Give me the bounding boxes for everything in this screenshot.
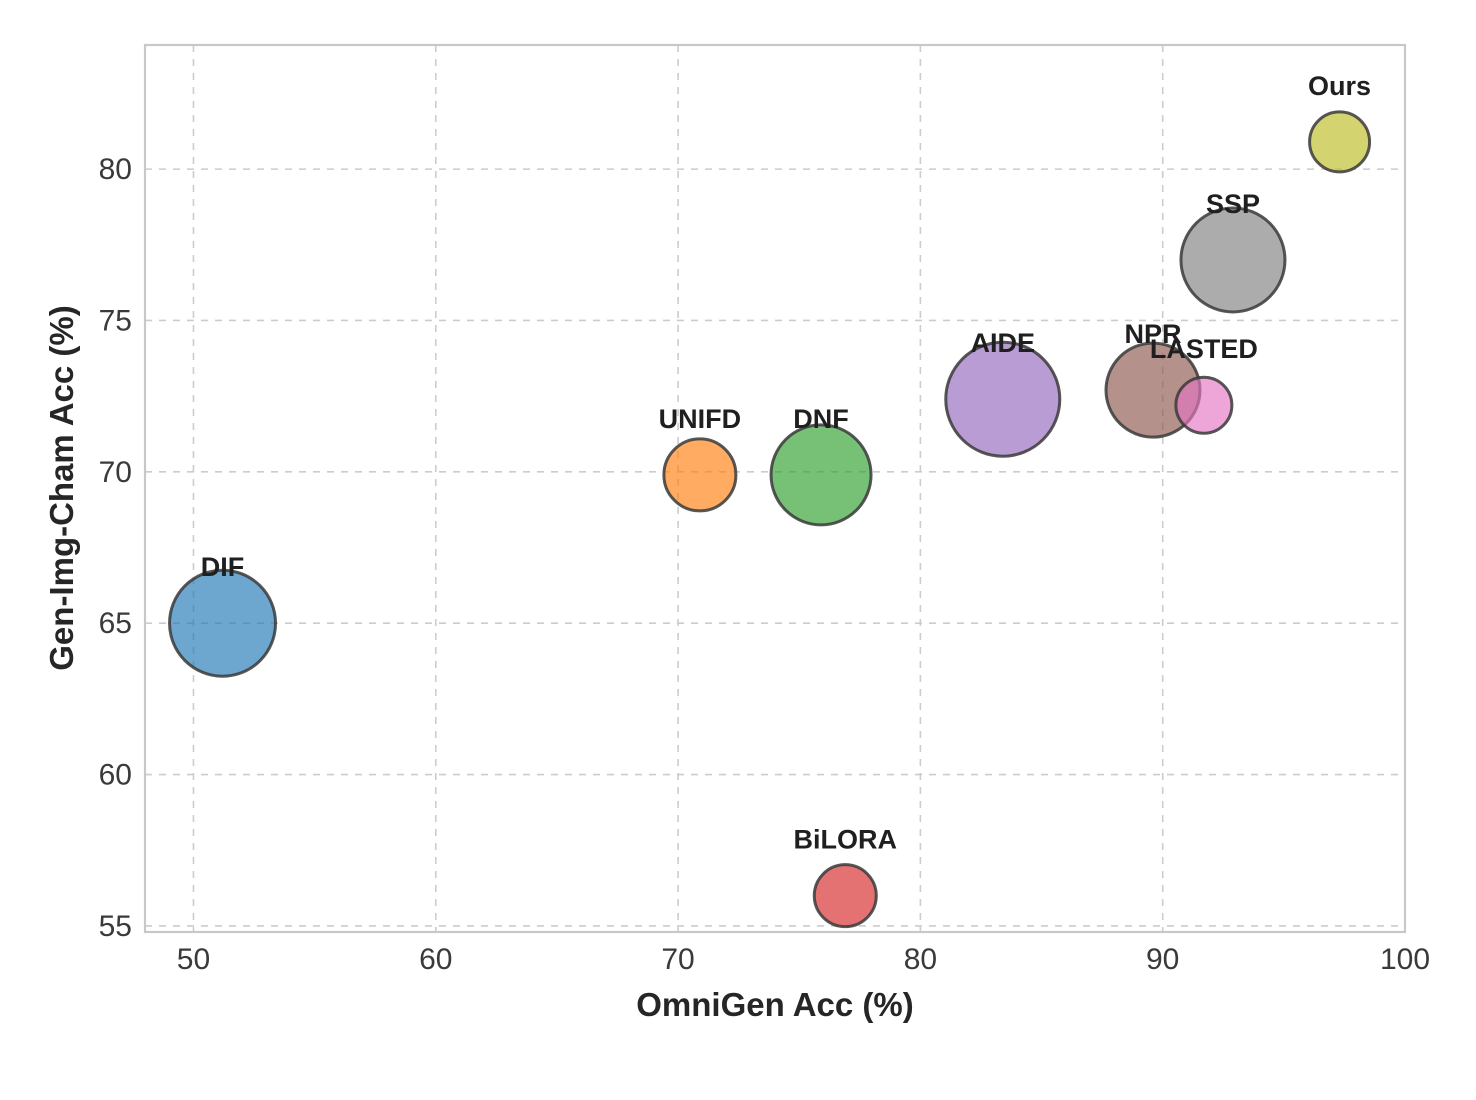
bubble-LASTED [1174,375,1234,435]
x-axis-label: OmniGen Acc (%) [636,986,914,1023]
bubble-BiLORA [812,863,878,929]
bubble-label-BiLORA: BiLORA [794,825,898,855]
y-tick-55: 55 [99,910,132,943]
x-tick-90: 90 [1146,943,1179,976]
bubble-DIF [168,568,278,678]
x-tick-60: 60 [419,943,452,976]
x-tick-50: 50 [177,943,210,976]
x-tick-70: 70 [661,943,694,976]
y-tick-70: 70 [99,456,132,489]
bubble-AIDE [944,340,1062,458]
x-tick-80: 80 [904,943,937,976]
x-tick-100: 100 [1380,943,1430,976]
bubble-label-SSP: SSP [1206,189,1260,219]
bubble-SSP [1179,206,1287,314]
bubble-label-DIF: DIF [201,552,245,582]
bubble-label-DNF: DNF [793,404,849,434]
bubble-label-NPR: NPR [1124,319,1181,349]
y-tick-80: 80 [99,153,132,186]
bubble-DNF [769,423,873,527]
y-tick-60: 60 [99,759,132,792]
y-axis-label: Gen-Img-Cham Acc (%) [43,305,80,670]
bubble-label-UNIFD: UNIFD [659,404,742,434]
bubble-UNIFD [662,437,738,513]
bubble-label-Ours: Ours [1308,71,1371,101]
bubble-Ours [1308,110,1372,174]
plot-border [143,43,1407,934]
y-tick-65: 65 [99,607,132,640]
bubble-label-AIDE: AIDE [971,328,1036,358]
y-tick-75: 75 [99,304,132,337]
bubble-label-LASTED: LASTED [1150,334,1258,364]
plot-area: 50 60 70 80 90 100 55 60 65 70 75 80 DIF UNIFD DNF BiLO… [99,43,1430,976]
